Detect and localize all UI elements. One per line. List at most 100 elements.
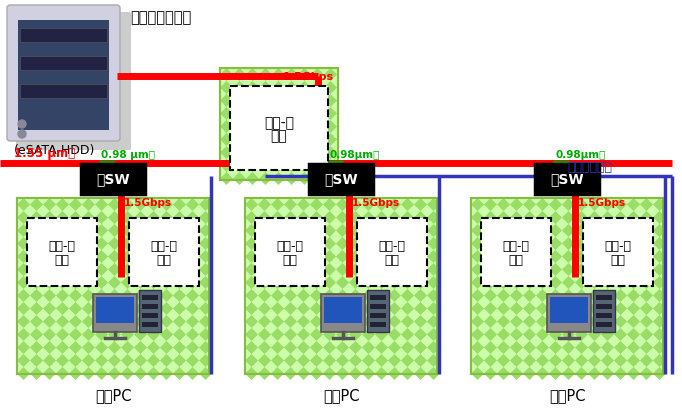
Polygon shape xyxy=(427,367,440,380)
Polygon shape xyxy=(324,172,337,185)
Bar xyxy=(370,313,386,318)
Polygon shape xyxy=(588,354,601,367)
Polygon shape xyxy=(336,237,349,250)
Polygon shape xyxy=(17,224,30,237)
Polygon shape xyxy=(147,237,160,250)
Polygon shape xyxy=(562,367,575,380)
Polygon shape xyxy=(56,328,69,341)
Polygon shape xyxy=(601,367,614,380)
Polygon shape xyxy=(233,81,246,94)
Polygon shape xyxy=(311,107,324,120)
Polygon shape xyxy=(614,224,627,237)
Polygon shape xyxy=(362,367,375,380)
Polygon shape xyxy=(497,211,510,224)
Polygon shape xyxy=(285,146,298,159)
Polygon shape xyxy=(310,198,323,211)
Polygon shape xyxy=(471,354,484,367)
Polygon shape xyxy=(298,120,311,133)
Polygon shape xyxy=(271,367,284,380)
Polygon shape xyxy=(284,237,297,250)
Polygon shape xyxy=(323,211,336,224)
Bar xyxy=(596,304,612,309)
Polygon shape xyxy=(95,237,108,250)
Text: 端末PC: 端末PC xyxy=(95,388,131,403)
Polygon shape xyxy=(69,354,82,367)
Polygon shape xyxy=(186,341,199,354)
Polygon shape xyxy=(69,328,82,341)
Polygon shape xyxy=(259,120,272,133)
Polygon shape xyxy=(246,120,259,133)
Polygon shape xyxy=(323,341,336,354)
Polygon shape xyxy=(336,302,349,315)
Polygon shape xyxy=(108,224,121,237)
Polygon shape xyxy=(311,68,324,81)
Polygon shape xyxy=(523,198,536,211)
Polygon shape xyxy=(233,68,246,81)
Polygon shape xyxy=(246,172,259,185)
Polygon shape xyxy=(56,237,69,250)
Polygon shape xyxy=(95,276,108,289)
Polygon shape xyxy=(614,289,627,302)
Polygon shape xyxy=(17,302,30,315)
Polygon shape xyxy=(95,367,108,380)
Polygon shape xyxy=(245,302,258,315)
Polygon shape xyxy=(336,224,349,237)
Polygon shape xyxy=(562,341,575,354)
Polygon shape xyxy=(108,276,121,289)
Polygon shape xyxy=(523,328,536,341)
Polygon shape xyxy=(160,211,173,224)
Polygon shape xyxy=(497,367,510,380)
Polygon shape xyxy=(43,328,56,341)
Polygon shape xyxy=(271,224,284,237)
Polygon shape xyxy=(388,367,401,380)
Polygon shape xyxy=(523,276,536,289)
Polygon shape xyxy=(562,302,575,315)
Polygon shape xyxy=(147,289,160,302)
Text: 電子-光: 電子-光 xyxy=(151,240,177,253)
Polygon shape xyxy=(17,250,30,263)
Polygon shape xyxy=(323,263,336,276)
Text: 変換: 変換 xyxy=(282,253,297,267)
Polygon shape xyxy=(121,224,134,237)
Bar xyxy=(142,295,158,300)
Polygon shape xyxy=(246,107,259,120)
Polygon shape xyxy=(82,354,95,367)
Polygon shape xyxy=(375,367,388,380)
Polygon shape xyxy=(562,315,575,328)
Polygon shape xyxy=(375,237,388,250)
Polygon shape xyxy=(653,263,666,276)
Polygon shape xyxy=(56,367,69,380)
Polygon shape xyxy=(199,237,212,250)
Polygon shape xyxy=(614,302,627,315)
Polygon shape xyxy=(311,133,324,146)
Polygon shape xyxy=(258,315,271,328)
Polygon shape xyxy=(285,94,298,107)
Polygon shape xyxy=(284,276,297,289)
Polygon shape xyxy=(471,367,484,380)
Polygon shape xyxy=(56,211,69,224)
Polygon shape xyxy=(310,302,323,315)
Polygon shape xyxy=(173,276,186,289)
Polygon shape xyxy=(199,328,212,341)
Polygon shape xyxy=(627,250,640,263)
Polygon shape xyxy=(121,315,134,328)
Polygon shape xyxy=(259,107,272,120)
Polygon shape xyxy=(147,341,160,354)
Polygon shape xyxy=(310,237,323,250)
Polygon shape xyxy=(258,263,271,276)
Polygon shape xyxy=(536,211,549,224)
Polygon shape xyxy=(259,146,272,159)
Polygon shape xyxy=(575,341,588,354)
Polygon shape xyxy=(199,276,212,289)
Polygon shape xyxy=(640,276,653,289)
Polygon shape xyxy=(575,289,588,302)
Polygon shape xyxy=(245,341,258,354)
Polygon shape xyxy=(121,302,134,315)
Polygon shape xyxy=(523,289,536,302)
Polygon shape xyxy=(134,263,147,276)
Polygon shape xyxy=(233,159,246,172)
Polygon shape xyxy=(627,237,640,250)
Polygon shape xyxy=(549,224,562,237)
Bar xyxy=(93,294,137,332)
Polygon shape xyxy=(375,315,388,328)
